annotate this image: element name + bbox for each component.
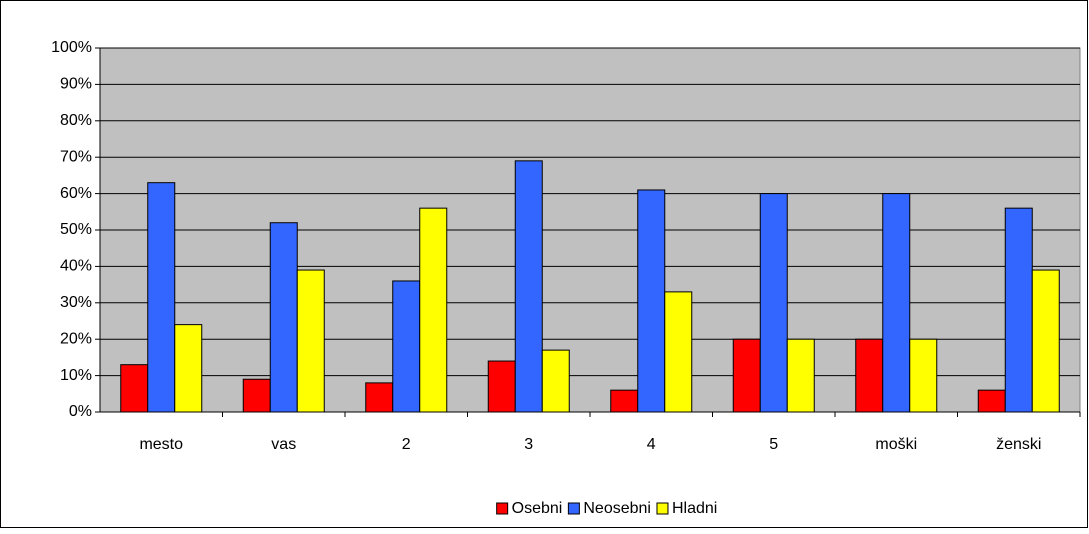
bar [909, 338, 938, 413]
x-tick-label: mesto [139, 436, 183, 453]
legend-swatch [496, 502, 509, 515]
y-tick-label: 20% [60, 330, 92, 347]
y-tick-label: 0% [69, 403, 92, 420]
bar [732, 338, 761, 413]
y-tick-label: 50% [60, 221, 92, 238]
y-tick-label: 30% [60, 294, 92, 311]
y-tick-label: 10% [60, 367, 92, 384]
bar [664, 291, 693, 413]
x-tick-label: 3 [524, 436, 533, 453]
y-tick-label: 60% [60, 185, 92, 202]
y-tick-label: 100% [51, 39, 92, 56]
x-tick-label: vas [271, 436, 296, 453]
legend-label: Osebni [512, 500, 563, 517]
y-tick-label: 80% [60, 112, 92, 129]
bar [419, 207, 448, 413]
x-tick-label: 4 [647, 436, 656, 453]
x-tick-label: 2 [402, 436, 411, 453]
legend-label: Hladni [672, 500, 717, 517]
bar [1004, 207, 1033, 413]
bar [174, 324, 203, 413]
x-tick-label: ženski [996, 436, 1041, 453]
bar [514, 160, 543, 413]
bar [120, 364, 149, 413]
bar [977, 389, 1006, 413]
y-tick-label: 70% [60, 148, 92, 165]
bar [1031, 269, 1060, 413]
bar [269, 222, 298, 413]
bar [610, 389, 639, 413]
y-tick-label: 40% [60, 258, 92, 275]
bar [487, 360, 516, 413]
y-tick-label: 90% [60, 76, 92, 93]
x-tick-label: moški [875, 436, 917, 453]
bar [242, 378, 271, 413]
legend-label: Neosebni [583, 500, 651, 517]
bar [882, 193, 911, 413]
bar [759, 193, 788, 413]
bar [296, 269, 325, 413]
x-tick-label: 5 [769, 436, 778, 453]
bar [541, 349, 570, 413]
bar [855, 338, 884, 413]
bar [392, 280, 421, 413]
bar [637, 189, 666, 413]
bar [786, 338, 815, 413]
legend-swatch [567, 502, 580, 515]
bar [147, 182, 176, 413]
legend-swatch [656, 502, 669, 515]
bar [365, 382, 394, 413]
